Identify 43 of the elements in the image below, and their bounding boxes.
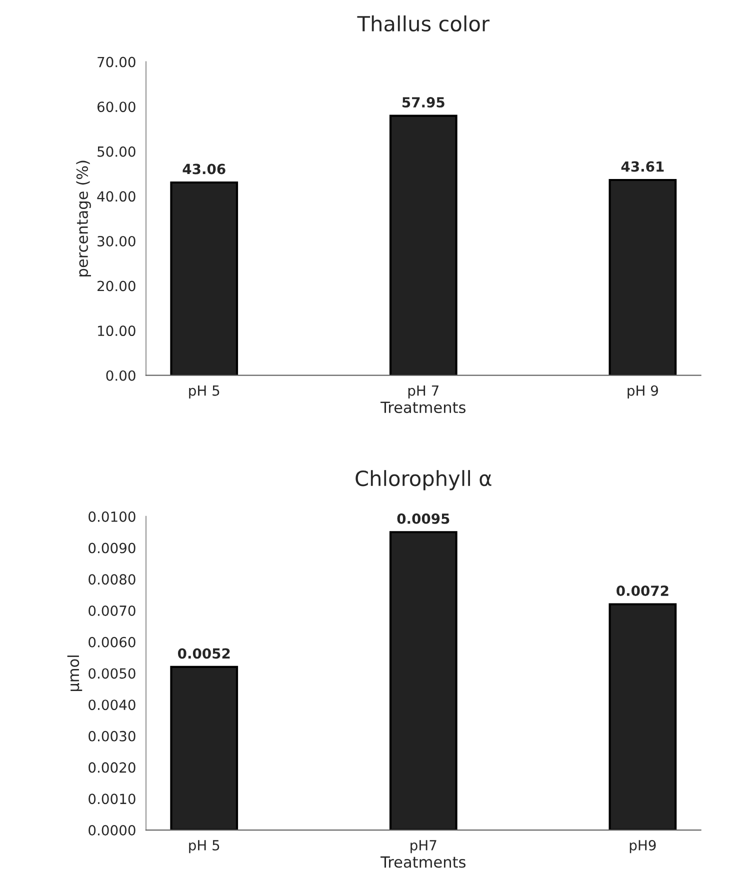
y-axis-title: percentage (%) [76, 160, 91, 276]
x-tick-label: pH 7 [408, 386, 438, 399]
y-tick-label: 60.00 [97, 102, 136, 112]
y-tick-label: 30.00 [98, 236, 136, 246]
chart-title: Thallus color [357, 15, 490, 32]
x-axis-title: Treatments [380, 402, 466, 414]
bar [170, 666, 238, 830]
data-label: 0.0095 [397, 513, 450, 524]
y-axis-title: µmol [67, 656, 82, 692]
x-tick-label: pH 9 [628, 385, 658, 399]
y-tick-label: 70.00 [98, 56, 136, 68]
bar [608, 178, 677, 376]
y-tick-label: 50.00 [98, 146, 136, 157]
bar [170, 181, 238, 376]
y-tick-label: 0.0040 [88, 700, 136, 710]
x-tick-label: pH9 [630, 840, 656, 854]
y-tick-label: 0.00 [106, 370, 136, 381]
y-tick-label: 0.0080 [88, 574, 136, 585]
bar [389, 531, 458, 830]
chart-title: Chlorophyll α [356, 470, 492, 490]
data-label: 0.0052 [178, 648, 230, 659]
y-tick-label: 40.00 [97, 191, 136, 202]
bar [608, 603, 677, 830]
y-tick-label: 0.0030 [88, 730, 136, 742]
bar [389, 114, 458, 376]
x-tick-label: pH7 [410, 840, 436, 854]
y-tick-label: 0.0090 [88, 542, 136, 554]
x-tick-label: pH 5 [189, 840, 220, 854]
x-axis-title: Treatments [380, 856, 466, 868]
x-tick-label: pH 5 [189, 386, 220, 399]
y-tick-label: 0.0070 [88, 606, 136, 616]
y-tick-label: 20.00 [98, 280, 136, 292]
data-label: 43.61 [621, 161, 664, 172]
y-tick-label: 0.0060 [88, 636, 136, 648]
y-tick-label: 0.0020 [88, 762, 136, 773]
y-tick-label: 0.0010 [88, 794, 136, 804]
y-tick-label: 10.00 [98, 326, 136, 336]
data-label: 43.06 [182, 164, 226, 174]
y-tick-label: 0.0050 [88, 668, 136, 679]
y-tick-label: 0.0100 [88, 511, 136, 522]
data-label: 0.0072 [616, 586, 668, 596]
data-label: 57.95 [402, 97, 444, 108]
y-tick-label: 0.0000 [88, 824, 136, 836]
